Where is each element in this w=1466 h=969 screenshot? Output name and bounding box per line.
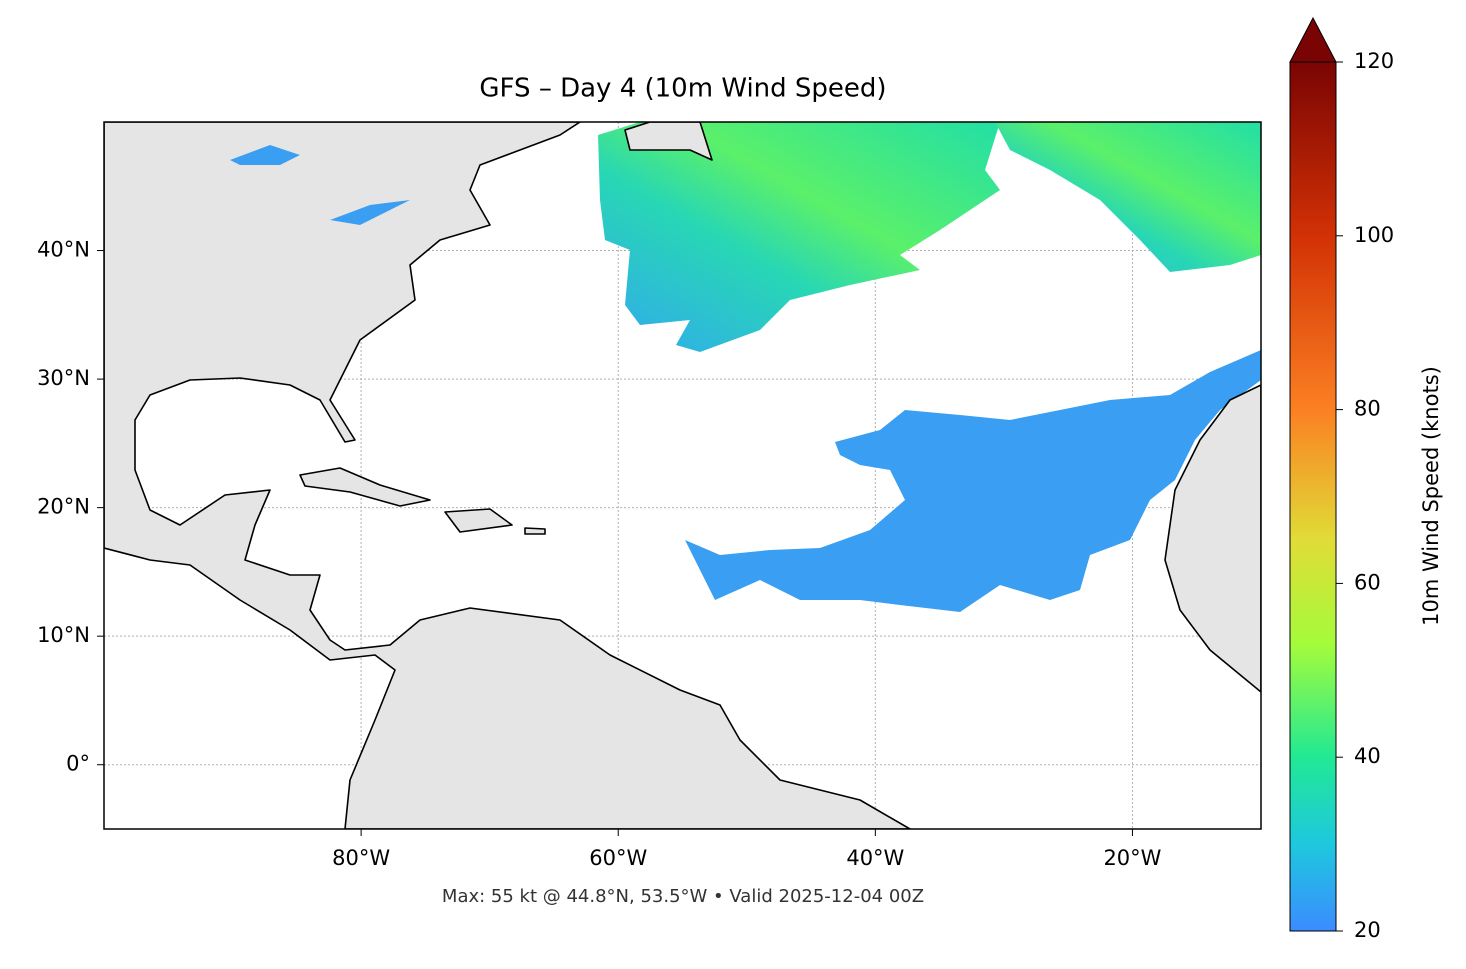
y-tick-label: 0°: [66, 752, 90, 776]
wind-field: [995, 122, 1261, 272]
colorbar-tick-label: 120: [1354, 49, 1394, 73]
land: [524, 527, 546, 535]
colorbar-tick-label: 20: [1354, 918, 1381, 942]
colorbar-tick-label: 60: [1354, 570, 1381, 594]
x-tick-label: 20°W: [1103, 846, 1161, 870]
colorbar: 10m Wind Speed (knots) 20 40 60 80 100 120: [1289, 16, 1443, 942]
land: [624, 122, 713, 161]
colorbar-tick-label: 100: [1354, 223, 1394, 247]
footer: Max: 55 kt @ 44.8°N, 53.5°W • Valid 2025…: [442, 886, 924, 907]
colorbar-tick-label: 40: [1354, 744, 1381, 768]
land: [104, 122, 911, 829]
land: [444, 508, 513, 533]
map-frame: [103, 121, 1262, 830]
colorbar-tick-label: 80: [1354, 397, 1381, 421]
colorbar-extension: [1289, 16, 1337, 63]
y-tick-label: 30°N: [37, 366, 90, 390]
x-tick-label: 60°W: [589, 846, 647, 870]
map-area: [104, 122, 1261, 829]
x-tick-label: 80°W: [332, 846, 390, 870]
colorbar-gradient: [1289, 61, 1337, 932]
title: GFS – Day 4 (10m Wind Speed): [479, 74, 886, 104]
colorbar-label: 10m Wind Speed (knots): [1419, 366, 1443, 626]
y-tick-label: 20°N: [37, 495, 90, 519]
y-tick-label: 10°N: [37, 623, 90, 647]
x-tick-label: 40°W: [846, 846, 904, 870]
land: [1164, 384, 1261, 693]
wind-field: [685, 350, 1261, 612]
y-tick-label: 40°N: [37, 238, 90, 262]
lake-wind: [230, 145, 410, 225]
land: [299, 467, 431, 507]
axes: 80°W 60°W 40°W 20°W 0° 10°N 20°N 30°N 40°N: [37, 238, 1162, 870]
wind-field: [598, 122, 1000, 352]
